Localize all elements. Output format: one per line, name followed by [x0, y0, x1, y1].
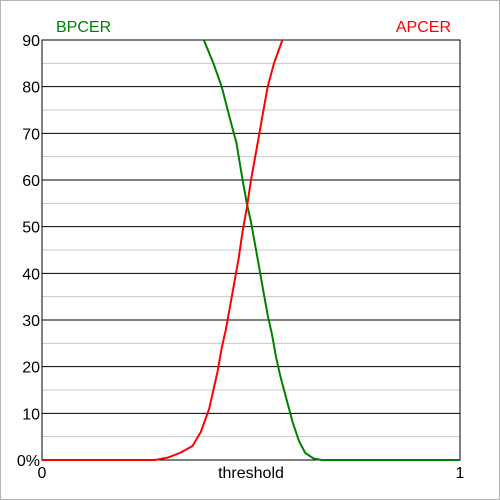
- bpcer-legend-label: BPCER: [56, 19, 111, 36]
- apcer-line: [42, 39, 284, 461]
- plot-area-border: [41, 39, 461, 461]
- x-axis-label: threshold: [218, 465, 284, 482]
- y-tick-label: 40: [22, 266, 40, 283]
- grid: [42, 62, 460, 438]
- y-tick-label: 20: [22, 360, 40, 377]
- x-tick-label: 0: [38, 465, 47, 482]
- y-tick-label: 0%: [17, 453, 40, 470]
- y-tick-label: 10: [22, 406, 40, 423]
- labels: 0% 10 20 30 40 50 60 70 80 90 0 1 threshold BPCER APCE…: [17, 19, 465, 482]
- y-tick-label: 90: [22, 33, 40, 50]
- y-tick-label: 60: [22, 173, 40, 190]
- y-tick-label: 80: [22, 80, 40, 97]
- y-tick-label: 50: [22, 220, 40, 237]
- series-lines: [42, 39, 460, 461]
- x-tick-label: 1: [456, 465, 465, 482]
- apcer-legend-label: APCER: [396, 19, 451, 36]
- y-tick-label: 30: [22, 313, 40, 330]
- bpcer-line: [202, 39, 460, 461]
- y-tick-label: 70: [22, 126, 40, 143]
